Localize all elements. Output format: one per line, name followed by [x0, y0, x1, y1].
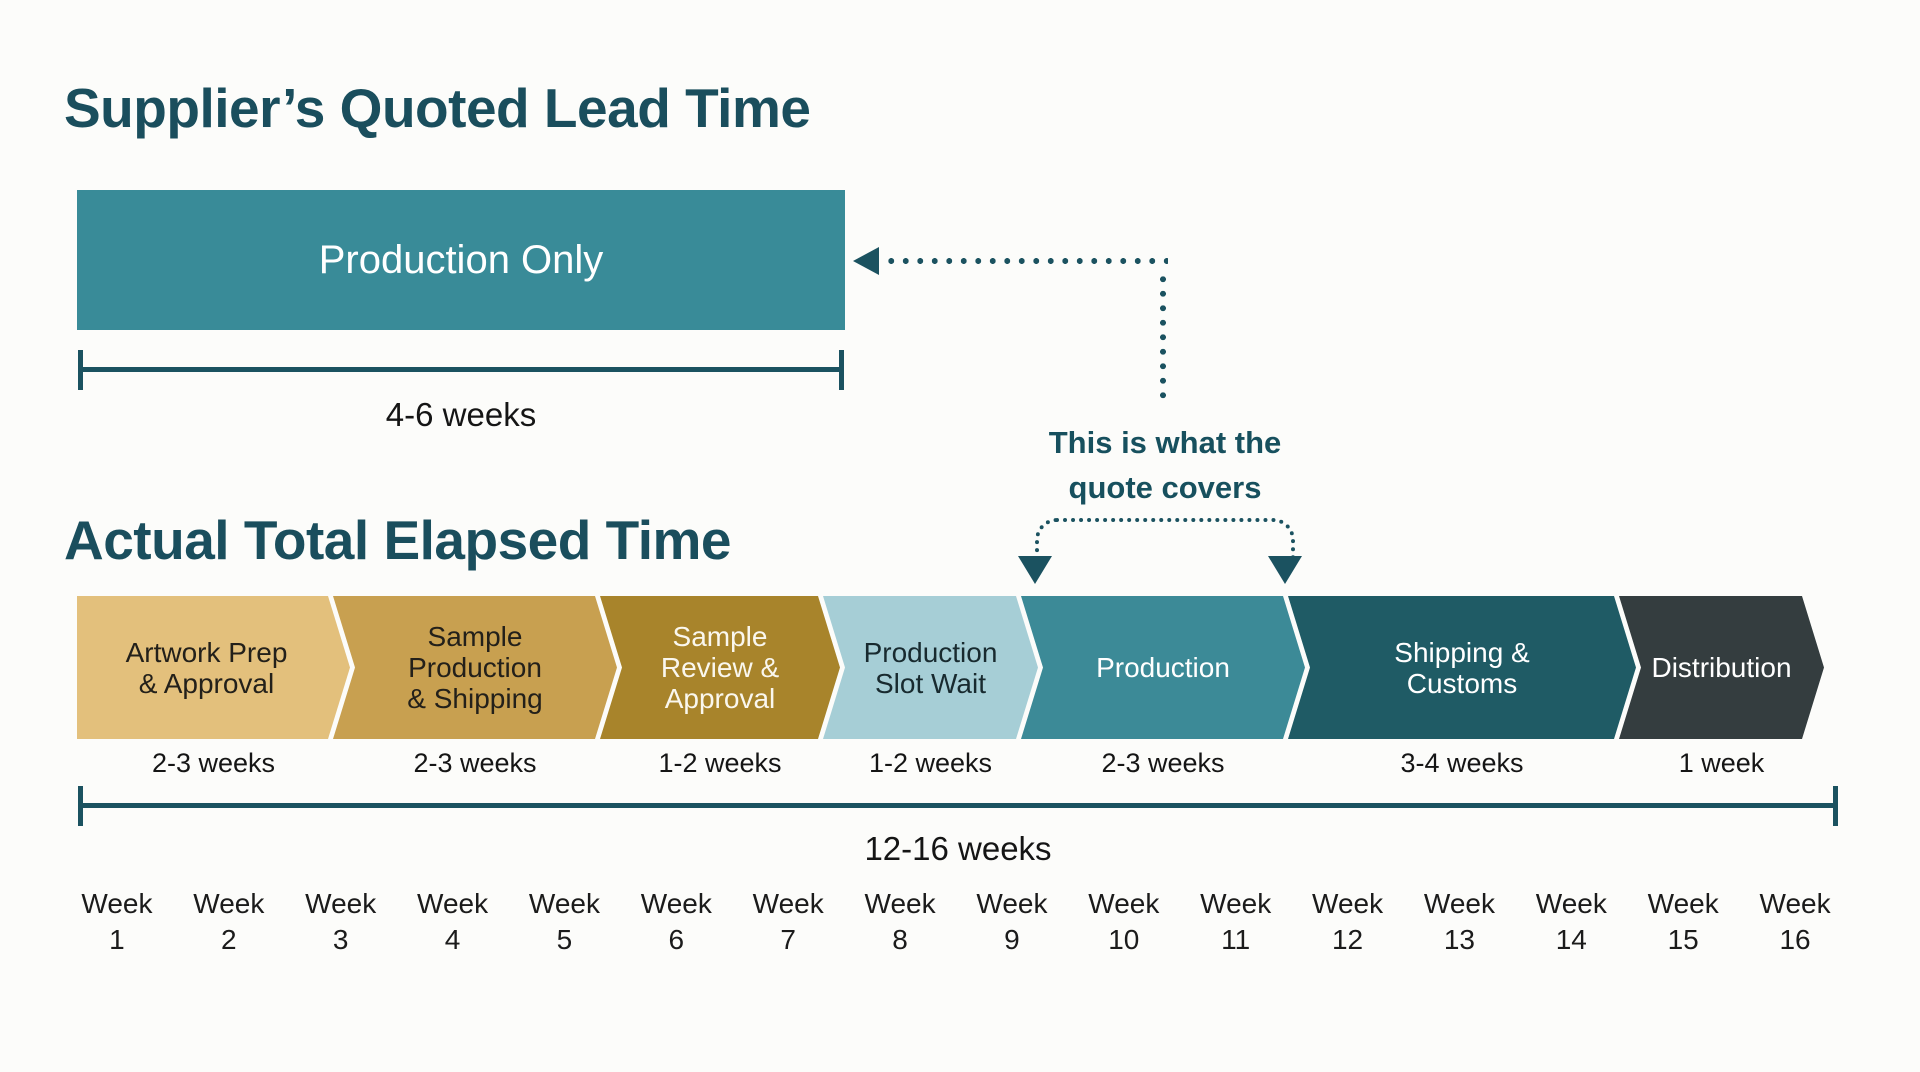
quoted-lead-time-title: Supplier’s Quoted Lead Time	[64, 77, 811, 139]
stage-duration-label: 3-4 weeks	[1400, 748, 1524, 778]
stage-segment-shipping-customs: Shipping & Customs	[1288, 596, 1636, 739]
bracket-line	[83, 803, 1833, 808]
week-marker-14: Week 14	[1535, 888, 1607, 955]
production-only-label: Production Only	[318, 237, 604, 282]
down-arrow-right-icon	[1268, 556, 1302, 584]
stage-label: Production	[1096, 652, 1230, 683]
week-marker-2: Week 2	[193, 888, 265, 955]
bracket-line	[83, 367, 839, 372]
down-arrow-left-icon	[1018, 556, 1052, 584]
week-marker-7: Week 7	[752, 888, 824, 955]
week-marker-11: Week 11	[1200, 888, 1272, 955]
week-marker-13: Week 13	[1423, 888, 1495, 955]
week-scale: Week 1 Week 2 Week 3 Week 4 Week 5 Week 6 Week…	[61, 886, 1851, 958]
week-marker-5: Week 5	[528, 888, 600, 955]
stage-label: Production Slot Wait	[863, 636, 998, 699]
stage-label: Artwork Prep & Approval	[125, 636, 288, 699]
week-marker-3: Week 3	[305, 888, 377, 955]
stage-duration-label: 2-3 weeks	[151, 748, 276, 778]
dotted-connector-horizontal	[884, 257, 1168, 265]
stage-label: Sample Review & Approval	[660, 621, 780, 714]
stage-label: Shipping & Customs	[1394, 636, 1530, 699]
total-duration-label: 12-16 weeks	[864, 830, 1052, 867]
stage-duration-label: 1-2 weeks	[868, 748, 993, 778]
actual-elapsed-time-title: Actual Total Elapsed Time	[64, 509, 732, 571]
quote-coverage-note: This is what the quote covers	[1048, 425, 1282, 505]
dotted-connector-vertical	[1159, 272, 1167, 400]
stage-label: Distribution	[1651, 652, 1792, 683]
week-marker-1: Week 1	[81, 888, 153, 955]
total-duration-bracket	[78, 786, 1838, 826]
week-marker-6: Week 6	[640, 888, 712, 955]
week-marker-15: Week 15	[1647, 888, 1719, 955]
stage-duration-label: 1-2 weeks	[658, 748, 782, 778]
stage-segment-production: Production	[1021, 596, 1305, 739]
stage-segment-production-slot-wait: Production Slot Wait	[823, 596, 1038, 739]
quote-coverage-range-bracket	[1035, 518, 1295, 562]
week-marker-16: Week 16	[1759, 888, 1831, 955]
arrow-left-icon	[853, 247, 879, 275]
quoted-duration-label: 4-6 weeks	[385, 396, 537, 433]
quoted-duration-bracket	[78, 350, 844, 390]
week-marker-9: Week 9	[976, 888, 1048, 955]
week-marker-8: Week 8	[864, 888, 936, 955]
stage-segment-sample-production: Sample Production & Shipping	[333, 596, 617, 739]
stage-duration-label: 1 week	[1678, 748, 1765, 778]
stage-duration-label: 2-3 weeks	[413, 748, 537, 778]
stage-duration-label: 2-3 weeks	[1101, 748, 1225, 778]
production-only-bar: Production Only	[77, 190, 845, 330]
week-marker-10: Week 10	[1088, 888, 1160, 955]
stage-segment-sample-review: Sample Review & Approval	[600, 596, 840, 739]
stage-label: Sample Production & Shipping	[407, 621, 543, 714]
stage-segment-artwork-prep: Artwork Prep & Approval	[77, 596, 350, 739]
week-marker-12: Week 12	[1312, 888, 1384, 955]
stage-segment-distribution: Distribution	[1619, 596, 1824, 739]
week-marker-4: Week 4	[417, 888, 489, 955]
